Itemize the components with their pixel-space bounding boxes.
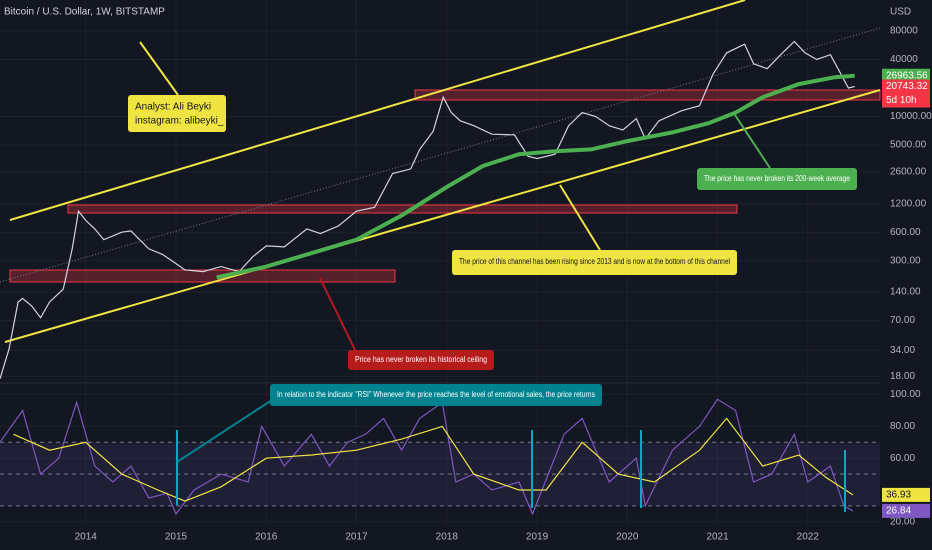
price-tag bbox=[882, 79, 930, 94]
series-line bbox=[216, 73, 855, 280]
analyst: Analyst: Ali Beyki bbox=[135, 102, 211, 113]
ceiling-note: Price has never broken its historical ce… bbox=[355, 355, 487, 364]
channel-top bbox=[9, 0, 746, 221]
y-tick-label: 300.00 bbox=[890, 255, 921, 266]
price-tag bbox=[882, 68, 930, 83]
countdown-tag bbox=[882, 93, 930, 108]
rsi-spikes bbox=[176, 430, 846, 512]
x-tick-label: 2014 bbox=[75, 532, 98, 543]
ma-box bbox=[697, 168, 857, 190]
series-line bbox=[13, 417, 854, 502]
price-tag-label: 20743.32 bbox=[886, 81, 928, 92]
y-tick-label: 600.00 bbox=[890, 227, 921, 238]
price-tag bbox=[882, 487, 930, 502]
y-tick-label: 140.00 bbox=[890, 287, 921, 298]
axis-labels: 80000 40000 10000.00 5000.00 2600.00 1200.00 6… bbox=[75, 26, 932, 543]
zones bbox=[9, 89, 881, 283]
channel bbox=[4, 0, 881, 343]
x-tick-label: 2015 bbox=[165, 532, 188, 543]
callout-line bbox=[559, 184, 601, 251]
price-tag-label: 26.84 bbox=[886, 506, 911, 517]
y-tick-label: 5000.00 bbox=[890, 140, 927, 151]
callout-line bbox=[734, 114, 771, 169]
y-tick-label: 20.00 bbox=[890, 516, 915, 527]
y-tick-label: 10000.00 bbox=[890, 111, 932, 122]
analyst-box bbox=[128, 95, 226, 132]
x-tick-label: 2020 bbox=[616, 532, 639, 543]
zone bbox=[67, 204, 738, 214]
y-tick-label: 60.00 bbox=[890, 453, 915, 464]
instagram: instagram: alibeyki_ bbox=[135, 116, 224, 127]
x-tick-label: 2016 bbox=[255, 532, 278, 543]
y-tick-label: 40000 bbox=[890, 54, 918, 65]
x-tick-label: 2019 bbox=[526, 532, 549, 543]
y-tick-label: 2600.00 bbox=[890, 167, 927, 178]
chart-title: Bitcoin / U.S. Dollar, 1W, BITSTAMP bbox=[4, 7, 165, 18]
y-unit: USD bbox=[890, 7, 911, 18]
callout-line bbox=[319, 277, 356, 351]
channel-note: The price of this channel has been risin… bbox=[459, 257, 730, 266]
rsi-note: In relation to the indicator "RSI" Whene… bbox=[277, 390, 595, 399]
y-tick-label: 80000 bbox=[890, 26, 918, 37]
price-tag-label: 36.93 bbox=[886, 490, 911, 501]
series-line bbox=[0, 40, 855, 379]
countdown: 5d 10h bbox=[886, 95, 917, 106]
ceiling-box bbox=[348, 350, 494, 370]
x-tick-label: 2018 bbox=[436, 532, 459, 543]
y-tick-label: 34.00 bbox=[890, 345, 915, 356]
x-tick-label: 2017 bbox=[345, 532, 368, 543]
y-tick-label: 80.00 bbox=[890, 421, 915, 432]
channel-bottom bbox=[4, 89, 881, 343]
callout-line bbox=[176, 399, 273, 463]
rsi-box bbox=[270, 384, 602, 406]
series-line bbox=[0, 398, 854, 516]
x-tick-label: 2022 bbox=[797, 532, 820, 543]
zone bbox=[9, 269, 396, 283]
y-tick-label: 100.00 bbox=[890, 389, 921, 400]
y-tick-label: 1200.00 bbox=[890, 198, 927, 209]
rsi-band bbox=[0, 442, 880, 506]
y-tick-label: 70.00 bbox=[890, 315, 915, 326]
x-tick-label: 2021 bbox=[706, 532, 729, 543]
callout-line bbox=[139, 41, 179, 96]
ma-note: The price has never broken its 200-week … bbox=[704, 174, 850, 183]
price-tag-label: 26963.56 bbox=[886, 70, 928, 81]
price-tag bbox=[882, 503, 930, 518]
zone bbox=[414, 89, 881, 101]
plot bbox=[0, 40, 855, 516]
y-tick-label: 18.00 bbox=[890, 371, 915, 382]
channel-box bbox=[452, 250, 737, 275]
